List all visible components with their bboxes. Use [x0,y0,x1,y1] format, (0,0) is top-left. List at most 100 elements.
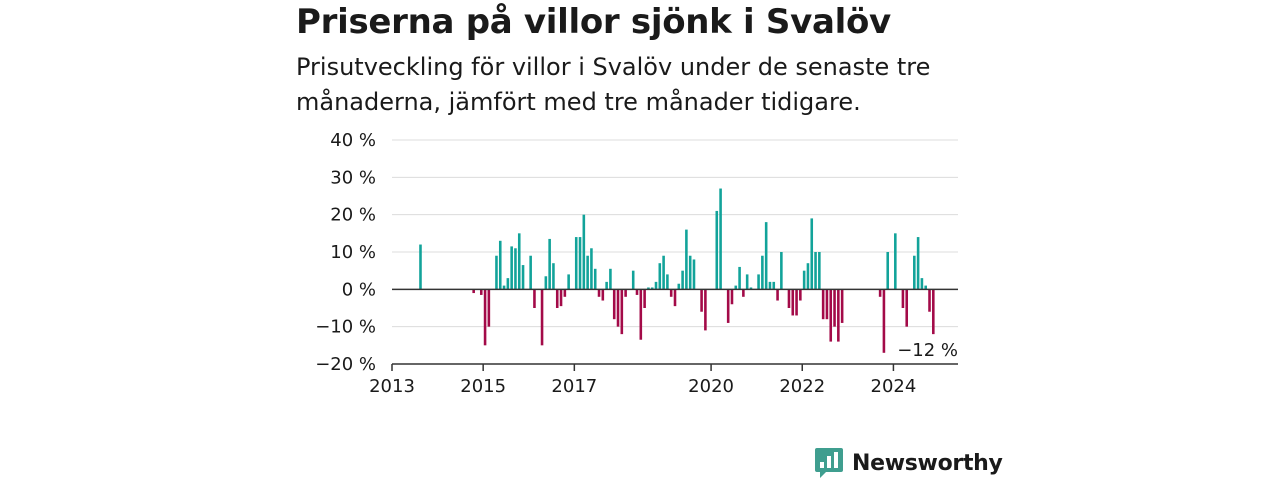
bar [616,289,620,327]
bar [901,289,905,308]
axes [392,288,958,365]
bar [772,281,776,290]
bar [612,289,616,320]
bar [666,274,669,290]
chart-title: Priserna på villor sjönk i Svalöv [296,2,891,42]
bar [529,255,532,290]
y-tick-label: 0 % [342,279,376,300]
bar [544,276,548,290]
bar [533,289,536,308]
bar [552,263,555,290]
bar [498,240,502,290]
bar [688,255,692,290]
bar [472,289,475,294]
bar [548,238,551,290]
bar [787,289,791,308]
bar [878,289,882,297]
bar [726,289,730,323]
bar [818,252,821,290]
bar [654,281,658,290]
x-tick-label: 2022 [779,376,825,397]
bar [749,287,753,290]
bar [806,263,810,290]
x-tick-label: 2015 [460,376,506,397]
bar [932,289,935,335]
bar [742,289,745,297]
y-tick-label: −10 % [315,317,376,338]
bar [624,289,627,297]
bar [578,237,582,290]
y-tick-label: 40 % [330,130,376,151]
bar [567,274,570,290]
bar [586,255,589,290]
bar [635,289,639,295]
bar [662,255,665,290]
bar [738,266,741,290]
bar [677,283,681,290]
bar [780,252,783,290]
bar [757,274,760,290]
bar [730,289,734,305]
bar [894,233,897,290]
bar [650,287,654,290]
bar [916,237,920,290]
bar [517,233,521,290]
x-tick-label: 2024 [871,376,917,397]
bar [913,255,916,290]
bar [681,270,684,290]
bar [795,289,798,316]
bar [700,289,703,312]
bar [673,289,677,307]
bar [514,248,517,290]
bar [814,252,817,290]
bar [799,289,802,301]
bar [601,289,605,301]
bar [837,289,840,342]
x-tick-label: 2013 [369,376,415,397]
bar [510,246,513,290]
bar [555,289,559,308]
newsworthy-logo-icon [815,448,843,478]
bar [605,281,608,290]
bar [768,281,772,290]
bar [829,289,833,342]
brand-name: Newsworthy [852,450,1003,476]
bar [479,289,483,295]
bar [882,289,886,353]
bar [658,263,662,290]
bar [609,268,612,290]
newsworthy-brand[interactable]: Newsworthy [814,446,1003,480]
bar [631,270,635,290]
bar [704,289,707,331]
bar [590,248,593,290]
bar [692,259,696,290]
bar [540,289,544,346]
y-axis-labels: 40 % 30 % 20 % 10 % 0 % −10 % −20 % [315,130,376,375]
bar [685,229,688,290]
bar [905,289,909,327]
bar [574,237,578,290]
y-tick-label: 20 % [330,205,376,226]
x-tick-label: 2017 [551,376,597,397]
bar [776,289,779,301]
bar [593,268,597,290]
bar [620,289,624,335]
y-tick-label: 30 % [330,167,376,188]
bar [563,289,567,297]
bar [647,287,650,290]
bar [715,210,719,290]
bar [745,274,749,290]
bar [886,252,890,290]
bar [582,214,586,290]
bar [810,218,814,290]
bar [669,289,673,297]
bar [802,270,806,290]
bar [643,289,646,308]
bar [761,255,764,290]
bar [487,289,491,327]
bar [419,244,422,290]
x-axis-labels: 2013 2015 2017 2020 2022 2024 [369,364,916,397]
latest-value-label: −12 % [897,340,958,361]
bar [559,289,563,307]
